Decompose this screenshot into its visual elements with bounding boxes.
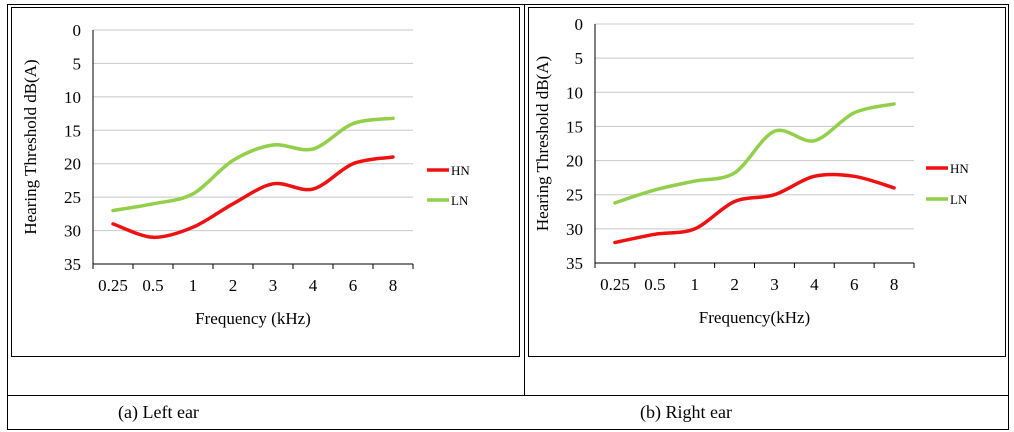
chart-frame-left [11, 7, 520, 357]
left-y-tick-label: 15 [64, 121, 81, 140]
right-y-tick-label: 25 [566, 186, 583, 205]
right-legend-label-ln: LN [950, 192, 968, 207]
left-y-tick-label: 0 [73, 21, 82, 40]
right-x-tick-label: 0.5 [644, 275, 665, 294]
chart-frame-right [528, 7, 1006, 357]
cell-divider [524, 4, 525, 395]
right-x-tick-label: 0.25 [600, 275, 630, 294]
right-y-tick-label: 15 [566, 117, 583, 136]
left-x-tick-label: 3 [269, 276, 278, 295]
left-x-tick-label: 2 [229, 276, 238, 295]
right-x-tick-label: 8 [890, 275, 899, 294]
right-y-tick-label: 35 [566, 254, 583, 273]
left-y-tick-label: 30 [64, 222, 81, 241]
left-legend-label-ln: LN [451, 193, 469, 208]
left-y-tick-label: 35 [64, 255, 81, 274]
right-legend-label-hn: HN [950, 161, 969, 176]
right-x-axis-label: Frequency(kHz) [699, 308, 810, 327]
left-y-axis-label: Hearing Threshold dB(A) [21, 59, 40, 234]
right-series-ln-line [613, 102, 896, 205]
right-x-tick-label: 4 [810, 275, 819, 294]
left-series-hn-line [111, 155, 395, 240]
left-y-tick-label: 20 [64, 155, 81, 174]
left-y-tick-label: 25 [64, 188, 81, 207]
left-series-ln-line [111, 116, 395, 213]
left-x-tick-label: 6 [349, 276, 358, 295]
left-x-tick-label: 0.5 [142, 276, 163, 295]
left-x-tick-label: 4 [309, 276, 318, 295]
right-x-tick-label: 6 [850, 275, 859, 294]
right-x-tick-label: 1 [690, 275, 699, 294]
right-x-tick-label: 2 [730, 275, 739, 294]
caption-row-divider [7, 395, 1009, 396]
left-x-tick-label: 8 [389, 276, 398, 295]
left-x-axis-label: Frequency (kHz) [195, 309, 311, 328]
chart-right-ear: 0 5 10 15 20 25 30 35 0.25 0.5 1 2 3 4 6 8 Frequency(kHz… [533, 15, 969, 327]
right-y-tick-label: 20 [566, 152, 583, 171]
figure-table [7, 4, 1009, 430]
left-y-tick-label: 10 [64, 88, 81, 107]
right-y-tick-label: 10 [566, 83, 583, 102]
right-series-hn-line [613, 172, 896, 245]
caption-left-ear: (a) Left ear [118, 402, 199, 422]
left-y-tick-label: 5 [73, 54, 82, 73]
right-y-tick-label: 5 [575, 49, 584, 68]
left-x-tick-label: 1 [189, 276, 198, 295]
right-y-axis-label: Hearing Threshold dB(A) [533, 56, 552, 231]
right-x-tick-label: 3 [770, 275, 779, 294]
left-x-tick-label: 0.25 [98, 276, 128, 295]
chart-left-ear: 0 5 10 15 20 25 30 35 0.25 0.5 1 2 3 4 6 8 Frequency (kH… [21, 21, 470, 328]
left-legend-label-hn: HN [451, 163, 470, 178]
right-y-tick-label: 30 [566, 220, 583, 239]
caption-right-ear: (b) Right ear [640, 402, 732, 422]
right-y-tick-label: 0 [575, 15, 584, 34]
